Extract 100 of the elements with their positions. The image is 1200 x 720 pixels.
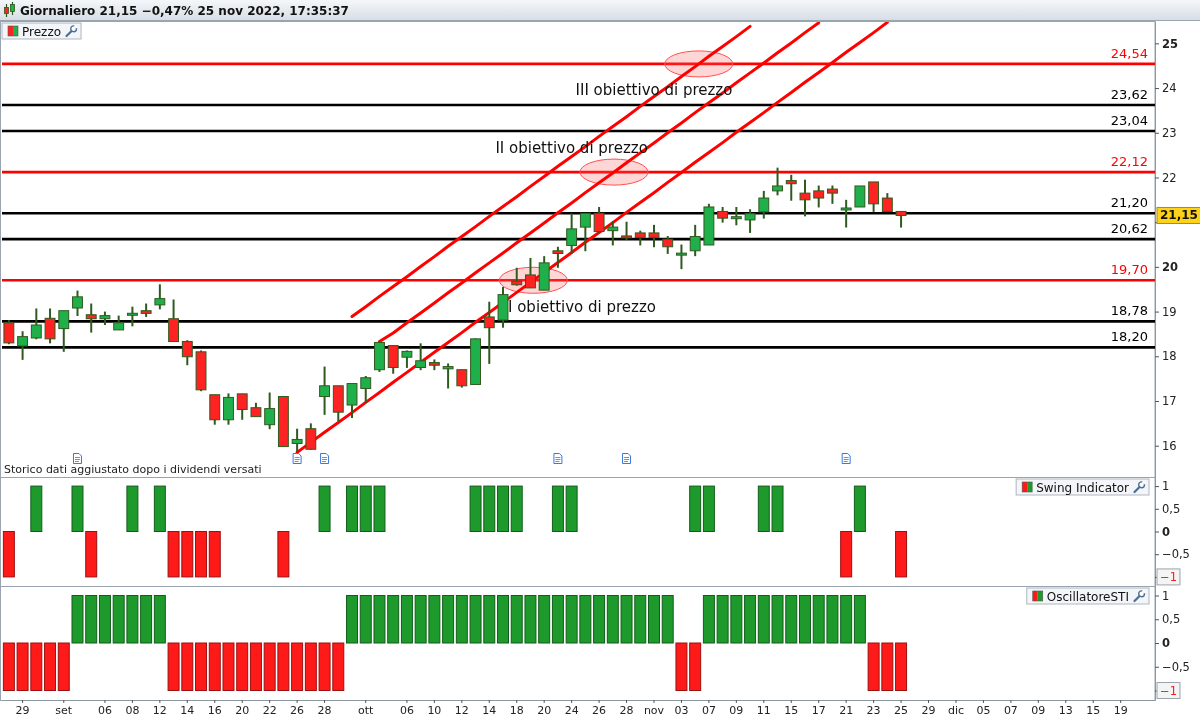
x-tick-label: ott xyxy=(358,703,375,717)
x-tick-label: 16 xyxy=(207,703,222,717)
x-tick-label: 14 xyxy=(180,703,195,717)
candlestick xyxy=(854,185,866,208)
y-tick-label: 25 xyxy=(1162,36,1179,51)
candlestick xyxy=(868,180,880,213)
legend-label: OscillatoreSTI xyxy=(1046,589,1129,604)
y-tick-label: 23 xyxy=(1162,125,1177,140)
chart-title: Giornaliero 21,15 −0,47% 25 nov 2022, 17:35:37 xyxy=(20,3,349,18)
candlestick xyxy=(72,289,83,318)
x-tick-label: 07 xyxy=(1003,703,1018,717)
x-tick-label: 09 xyxy=(1031,703,1046,717)
candlestick xyxy=(579,212,591,253)
x-tick-label: 06 xyxy=(399,703,414,717)
candlestick xyxy=(840,198,852,229)
candlestick xyxy=(648,223,660,249)
ref-line-label: 18,20 xyxy=(1110,329,1148,345)
x-tick-label: 14 xyxy=(482,703,497,717)
x-tick-label: 05 xyxy=(976,703,991,717)
x-tick-label: 15 xyxy=(1086,703,1101,717)
candlestick xyxy=(730,205,742,227)
candlestick xyxy=(264,391,276,431)
legend-label: Prezzo xyxy=(22,24,62,39)
y-tick-label: 0 xyxy=(1162,524,1171,539)
y-tick-label: 24 xyxy=(1162,81,1177,96)
y-tick-label: −0,5 xyxy=(1162,659,1190,674)
x-tick-label: 09 xyxy=(729,703,744,717)
annotation: Storico dati aggiustato dopo i dividendi versati xyxy=(4,463,262,476)
x-tick-label: 08 xyxy=(125,703,140,717)
candlestick xyxy=(689,223,701,258)
candlestick xyxy=(799,178,811,218)
x-tick-label: 07 xyxy=(701,703,716,717)
annotation: I obiettivo di prezzo xyxy=(507,298,657,316)
candlestick xyxy=(360,374,372,404)
x-tick-label: 20 xyxy=(235,703,250,717)
y-tick-label: 0,5 xyxy=(1162,501,1181,516)
y-tick-label: 17 xyxy=(1162,394,1177,409)
annotation: 21,15 xyxy=(1160,208,1198,223)
ref-line-label: 24,54 xyxy=(1110,45,1148,61)
candlestick xyxy=(3,319,15,346)
y-tick-label: 1 xyxy=(1162,479,1170,494)
ref-line-label: 18,78 xyxy=(1110,303,1148,319)
x-tick-label: 12 xyxy=(454,703,469,717)
candlestick xyxy=(813,184,825,209)
y-tick-label: 18 xyxy=(1162,349,1177,364)
candlestick xyxy=(387,344,399,375)
y-tick-label: 0,5 xyxy=(1162,612,1181,627)
candlestick xyxy=(566,212,578,255)
candlestick xyxy=(525,256,536,289)
x-tick-label: 18 xyxy=(509,703,524,717)
x-tick-label: 21 xyxy=(839,703,854,717)
x-tick-label: 03 xyxy=(674,703,689,717)
annotation: −1 xyxy=(1160,569,1177,584)
candlestick xyxy=(58,309,70,353)
x-tick-label: 10 xyxy=(427,703,442,717)
ref-line-label: 19,70 xyxy=(1110,262,1148,278)
candlestick xyxy=(744,208,756,234)
y-tick-label: −0,5 xyxy=(1162,547,1190,562)
candlestick xyxy=(442,362,454,390)
x-tick-label: nov xyxy=(643,703,665,717)
y-tick-label: 22 xyxy=(1162,170,1177,185)
candlestick xyxy=(17,330,29,361)
candlestick xyxy=(305,422,317,451)
x-tick-label: 13 xyxy=(1058,703,1073,717)
x-tick-label: dic xyxy=(947,703,965,717)
candlestick xyxy=(621,220,632,242)
candlestick xyxy=(154,283,166,311)
ref-line-label: 23,62 xyxy=(1110,87,1148,103)
x-tick-label: set xyxy=(55,703,73,717)
candlestick xyxy=(758,189,770,220)
candlestick xyxy=(415,342,427,372)
candlestick xyxy=(85,302,97,334)
annotation: −1 xyxy=(1160,683,1177,698)
candlestick xyxy=(291,427,303,453)
x-tick-label: 11 xyxy=(756,703,771,717)
x-tick-label: 23 xyxy=(866,703,881,717)
candlestick xyxy=(593,205,605,234)
candlestick xyxy=(826,184,838,205)
y-tick-label: 20 xyxy=(1162,260,1179,275)
candlestick xyxy=(676,243,687,271)
candlestick xyxy=(552,245,564,269)
y-tick-label: 19 xyxy=(1162,304,1177,319)
x-tick-label: 20 xyxy=(537,703,552,717)
candlestick xyxy=(126,305,138,328)
x-tick-label: 12 xyxy=(152,703,167,717)
x-tick-label: 29 xyxy=(921,703,936,717)
x-tick-label: 24 xyxy=(564,703,579,717)
candlestick xyxy=(181,339,193,367)
y-tick-label: 1 xyxy=(1162,588,1170,603)
candlestick xyxy=(236,392,248,421)
x-tick-label: 19 xyxy=(1113,703,1128,717)
candlestick xyxy=(30,307,42,341)
candlestick xyxy=(607,220,619,247)
candlestick xyxy=(785,173,797,202)
x-tick-label: 26 xyxy=(592,703,607,717)
candlestick xyxy=(44,307,56,345)
x-tick-label: 29 xyxy=(15,703,30,717)
x-tick-label: 26 xyxy=(290,703,305,717)
candlestick xyxy=(346,382,358,419)
candlestick xyxy=(483,300,495,365)
